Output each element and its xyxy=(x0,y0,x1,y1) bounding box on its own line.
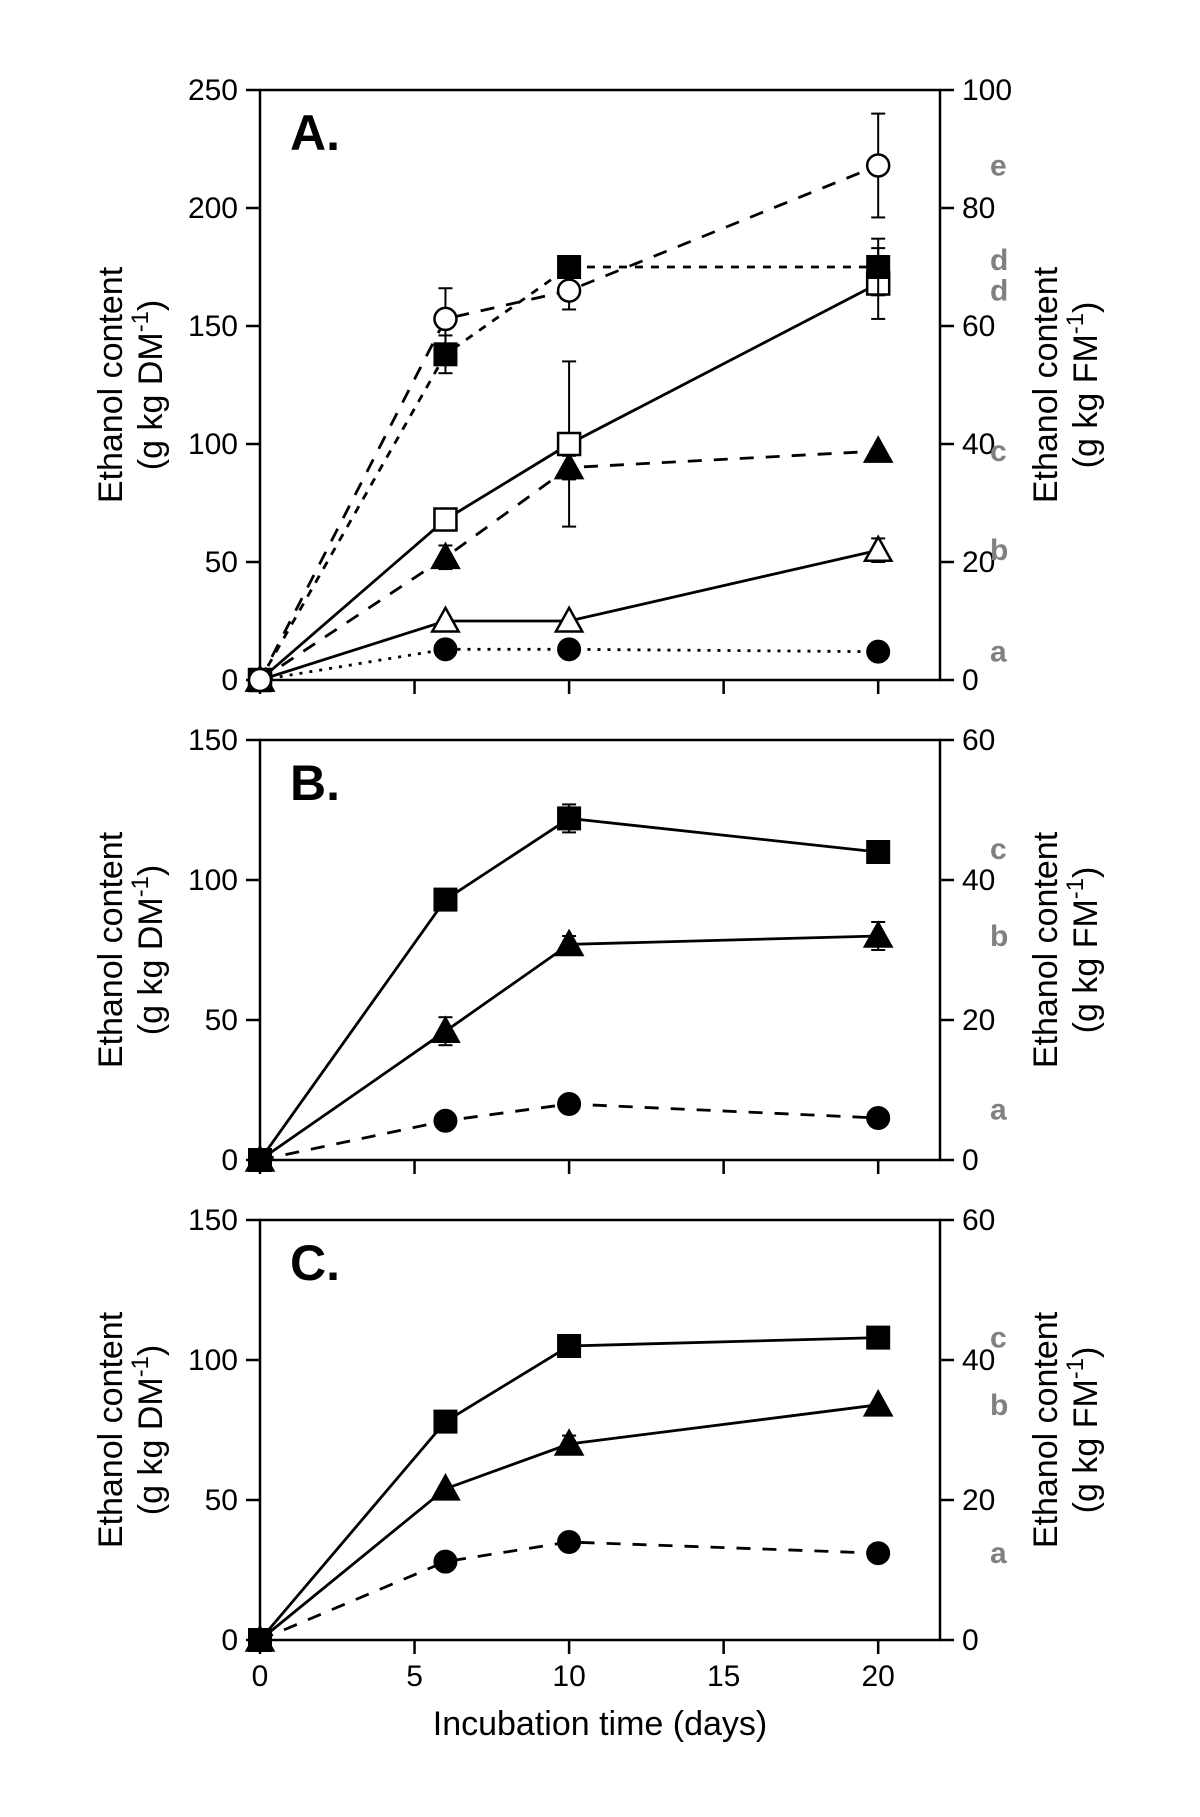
svg-text:0: 0 xyxy=(962,1144,979,1177)
svg-text:60: 60 xyxy=(962,310,995,343)
series-B-b xyxy=(260,936,878,1160)
group-label: c xyxy=(990,435,1007,468)
panel-C: 050100150020406005101520cbaC.Ethanol con… xyxy=(92,1204,1105,1693)
svg-text:Ethanol content: Ethanol content xyxy=(1027,1311,1065,1548)
group-label: e xyxy=(990,150,1007,183)
group-label: a xyxy=(990,1094,1007,1127)
svg-text:0: 0 xyxy=(962,664,979,697)
svg-text:150: 150 xyxy=(188,310,238,343)
svg-text:50: 50 xyxy=(205,546,238,579)
svg-text:(g kg DM-1): (g kg DM-1) xyxy=(127,1345,170,1515)
svg-text:(g kg FM-1): (g kg FM-1) xyxy=(1062,302,1105,469)
svg-text:Ethanol content: Ethanol content xyxy=(92,831,130,1068)
group-label: b xyxy=(990,534,1008,567)
panel-letter: B. xyxy=(290,755,340,811)
svg-text:150: 150 xyxy=(188,724,238,757)
svg-text:100: 100 xyxy=(962,74,1012,107)
x-axis-label: Incubation time (days) xyxy=(433,1705,768,1743)
svg-text:0: 0 xyxy=(221,1144,238,1177)
svg-text:0: 0 xyxy=(252,1660,269,1693)
series-C-a xyxy=(260,1542,878,1640)
panel-B: 0501001500204060cbaB.Ethanol content(g k… xyxy=(92,724,1105,1177)
svg-text:5: 5 xyxy=(406,1660,423,1693)
svg-text:Ethanol content: Ethanol content xyxy=(1027,831,1065,1068)
group-label: a xyxy=(990,636,1007,669)
group-label: a xyxy=(990,1537,1007,1570)
figure-page: 050100150200250020406080100eddcbaA.Ethan… xyxy=(0,0,1200,1817)
svg-text:100: 100 xyxy=(188,428,238,461)
group-label: d xyxy=(990,275,1008,308)
svg-text:20: 20 xyxy=(962,1004,995,1037)
svg-text:Ethanol content: Ethanol content xyxy=(92,1311,130,1548)
svg-text:(g kg FM-1): (g kg FM-1) xyxy=(1062,1347,1105,1514)
y-label-left: Ethanol content(g kg DM-1) xyxy=(92,266,170,503)
svg-text:0: 0 xyxy=(221,1624,238,1657)
svg-text:40: 40 xyxy=(962,864,995,897)
svg-text:10: 10 xyxy=(552,1660,585,1693)
y-label-right: Ethanol content(g kg FM-1) xyxy=(1027,266,1105,503)
svg-text:100: 100 xyxy=(188,864,238,897)
svg-text:50: 50 xyxy=(205,1004,238,1037)
svg-text:200: 200 xyxy=(188,192,238,225)
panel-A: 050100150200250020406080100eddcbaA.Ethan… xyxy=(92,74,1105,697)
y-label-right: Ethanol content(g kg FM-1) xyxy=(1027,831,1105,1068)
group-label: c xyxy=(990,833,1007,866)
svg-text:0: 0 xyxy=(221,664,238,697)
group-label: b xyxy=(990,1389,1008,1422)
figure-svg: 050100150200250020406080100eddcbaA.Ethan… xyxy=(0,0,1200,1817)
svg-text:150: 150 xyxy=(188,1204,238,1237)
group-label: b xyxy=(990,920,1008,953)
svg-text:(g kg FM-1): (g kg FM-1) xyxy=(1062,867,1105,1034)
svg-text:20: 20 xyxy=(861,1660,894,1693)
svg-text:Ethanol content: Ethanol content xyxy=(1027,266,1065,503)
panel-letter: C. xyxy=(290,1235,340,1291)
svg-text:(g kg DM-1): (g kg DM-1) xyxy=(127,865,170,1035)
svg-text:15: 15 xyxy=(707,1660,740,1693)
svg-text:(g kg DM-1): (g kg DM-1) xyxy=(127,300,170,470)
group-label: d xyxy=(990,244,1008,277)
y-label-left: Ethanol content(g kg DM-1) xyxy=(92,1311,170,1548)
svg-text:60: 60 xyxy=(962,724,995,757)
svg-text:50: 50 xyxy=(205,1484,238,1517)
svg-text:60: 60 xyxy=(962,1204,995,1237)
series-C-c xyxy=(260,1338,878,1640)
svg-text:80: 80 xyxy=(962,192,995,225)
svg-text:250: 250 xyxy=(188,74,238,107)
svg-text:Ethanol content: Ethanol content xyxy=(92,266,130,503)
svg-text:20: 20 xyxy=(962,1484,995,1517)
svg-text:100: 100 xyxy=(188,1344,238,1377)
group-label: c xyxy=(990,1322,1007,1355)
y-label-left: Ethanol content(g kg DM-1) xyxy=(92,831,170,1068)
panel-letter: A. xyxy=(290,105,340,161)
y-label-right: Ethanol content(g kg FM-1) xyxy=(1027,1311,1105,1548)
svg-text:0: 0 xyxy=(962,1624,979,1657)
